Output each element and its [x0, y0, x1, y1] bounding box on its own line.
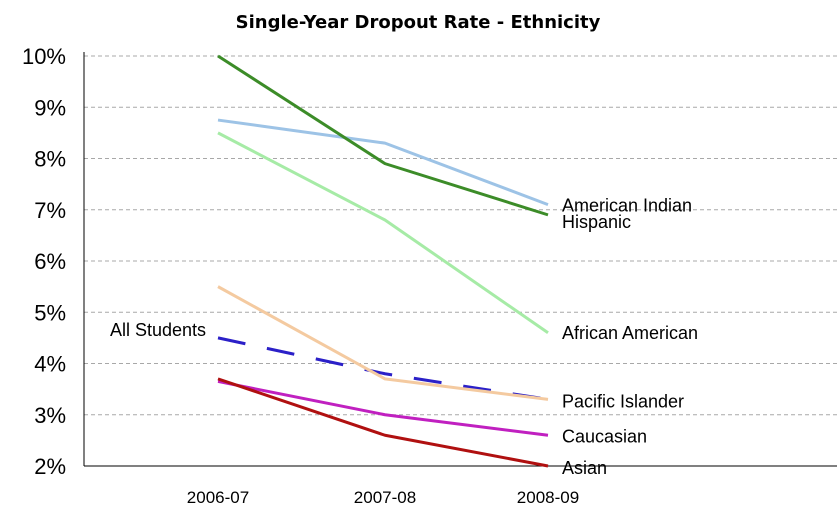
series-line-pacific-islander — [217, 285, 549, 401]
series-label-african-american: African American — [562, 323, 698, 343]
x-tick-label: 2008-09 — [517, 488, 579, 507]
series-label-hispanic: Hispanic — [562, 212, 631, 232]
series-label-american-indian: American Indian — [562, 196, 692, 216]
series-label-all-students: All Students — [110, 320, 206, 340]
y-tick-label: 3% — [34, 403, 66, 428]
y-tick-label: 5% — [34, 300, 66, 325]
series-line-all-students — [217, 336, 549, 401]
series-label-asian: Asian — [562, 458, 607, 478]
chart-title: Single-Year Dropout Rate - Ethnicity — [236, 12, 601, 33]
y-tick-label: 7% — [34, 198, 66, 223]
y-tick-label: 10% — [22, 44, 66, 69]
series-line-african-american — [217, 131, 549, 334]
y-tick-label: 2% — [34, 454, 66, 479]
y-tick-label: 4% — [34, 352, 66, 377]
series-line-hispanic — [217, 54, 549, 217]
series-line-asian — [217, 377, 549, 468]
y-tick-label: 9% — [34, 95, 66, 120]
y-tick-label: 6% — [34, 249, 66, 274]
series-line-caucasian — [217, 379, 549, 437]
x-tick-label: 2006-07 — [187, 488, 249, 507]
y-tick-label: 8% — [34, 147, 66, 172]
axes: 2% 3% 4% 5% 6% 7% 8% 9% 10% 2006-07 2007-08 2008-09 — [22, 44, 837, 507]
gridlines — [84, 55, 837, 416]
series-lines — [217, 54, 549, 468]
x-tick-label: 2007-08 — [354, 488, 416, 507]
series-label-pacific-islander: Pacific Islander — [562, 391, 684, 411]
series-line-american-indian — [217, 118, 549, 207]
series-label-caucasian: Caucasian — [562, 426, 647, 446]
